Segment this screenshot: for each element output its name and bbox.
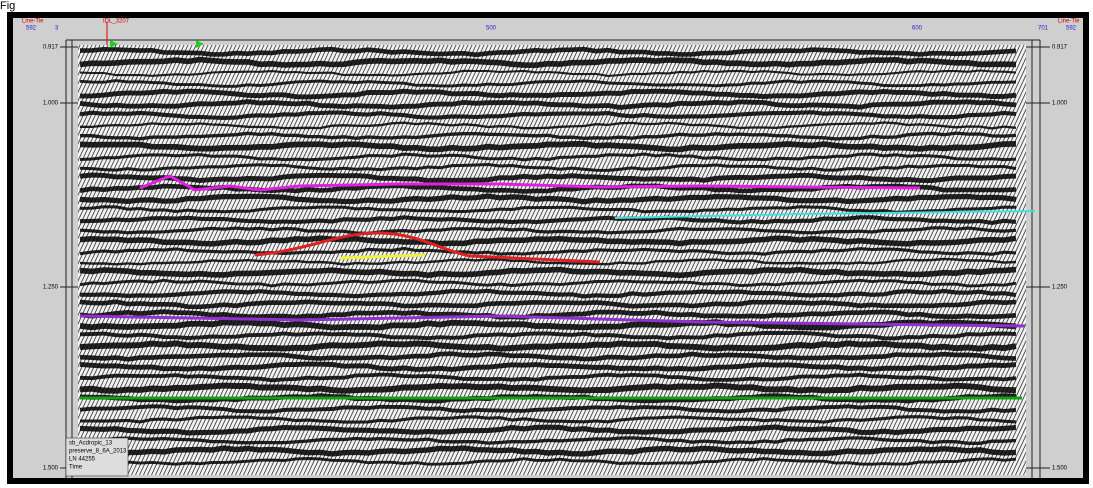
reflector	[79, 299, 1017, 310]
reflector	[79, 404, 1017, 414]
reflector	[80, 131, 1017, 141]
reflector	[79, 266, 1017, 279]
tie-number: 592	[26, 26, 37, 32]
reflector-bands	[79, 46, 1017, 466]
info-line: Time	[69, 465, 83, 471]
reflector	[79, 445, 1017, 457]
left-axis-label: 1.500	[43, 466, 59, 472]
top-tick: 600	[912, 26, 923, 32]
reflector	[79, 226, 1017, 236]
horizon	[79, 314, 1026, 328]
reflector	[79, 340, 1017, 352]
reflector	[79, 172, 1017, 184]
reflector	[80, 415, 1017, 424]
left-axis-label: 0.917	[43, 45, 59, 51]
reflector	[79, 361, 1017, 372]
info-line: preserve_8_6A_2013	[69, 449, 127, 455]
reflector	[79, 56, 1017, 69]
left-axis-label: 1.000	[43, 101, 59, 107]
reflector	[79, 424, 1017, 436]
horizon	[254, 231, 601, 264]
flag	[196, 40, 204, 48]
horizon	[139, 174, 921, 192]
reflector	[79, 88, 1017, 100]
reflector	[79, 121, 1017, 130]
reflector	[79, 382, 1017, 394]
reflector	[79, 309, 1017, 320]
tie-label: Line-Tie	[22, 19, 44, 25]
top-tick: 500	[486, 26, 497, 32]
right-axis-label: 1.250	[1052, 285, 1068, 291]
right-axis-label: 1.000	[1052, 101, 1068, 107]
reflector	[79, 46, 1017, 58]
reflector	[79, 457, 1017, 466]
top-tick: IDL_3207	[103, 19, 130, 25]
info-box	[65, 437, 129, 477]
reflector	[79, 351, 1017, 362]
reflector	[79, 79, 1017, 88]
reflector	[79, 141, 1017, 153]
reflector	[79, 235, 1017, 247]
info-line: LN 44255	[69, 457, 96, 463]
reflector	[79, 257, 1017, 266]
info-text: sb_Acdropic_13 preserve_8_6A_2013 LN 44255…	[69, 441, 127, 471]
time-axes: 0.917 1.000 1.250 1.500 0.917 1.000 1.250 1.500	[43, 45, 1068, 472]
horizons	[79, 174, 1036, 400]
reflector	[79, 69, 1017, 77]
reflector	[79, 193, 1017, 205]
reflector	[79, 152, 1017, 162]
tie-number: 592	[1066, 26, 1077, 32]
reflector	[79, 330, 1017, 341]
reflector	[79, 246, 1017, 256]
reflector	[79, 205, 1017, 214]
reflector	[79, 99, 1017, 110]
horizon	[614, 210, 1036, 219]
flag	[110, 40, 118, 48]
top-tick: 3	[55, 26, 59, 32]
reflector	[79, 278, 1017, 288]
info-line: sb_Acdropic_13	[69, 441, 113, 447]
reflector	[79, 372, 1017, 383]
right-axis-label: 0.917	[1052, 45, 1068, 51]
reflector	[79, 215, 1017, 225]
horizon	[339, 253, 426, 260]
reflector	[79, 162, 1017, 172]
tie-label: Line-Tie	[1058, 19, 1080, 25]
reflector	[79, 288, 1017, 299]
right-axis-label: 1.500	[1052, 466, 1068, 472]
reflector	[79, 436, 1017, 445]
left-axis-label: 1.250	[43, 285, 59, 291]
reflector	[79, 110, 1017, 120]
top-tick: 701	[1038, 26, 1049, 32]
caption: Fig	[0, 0, 15, 12]
